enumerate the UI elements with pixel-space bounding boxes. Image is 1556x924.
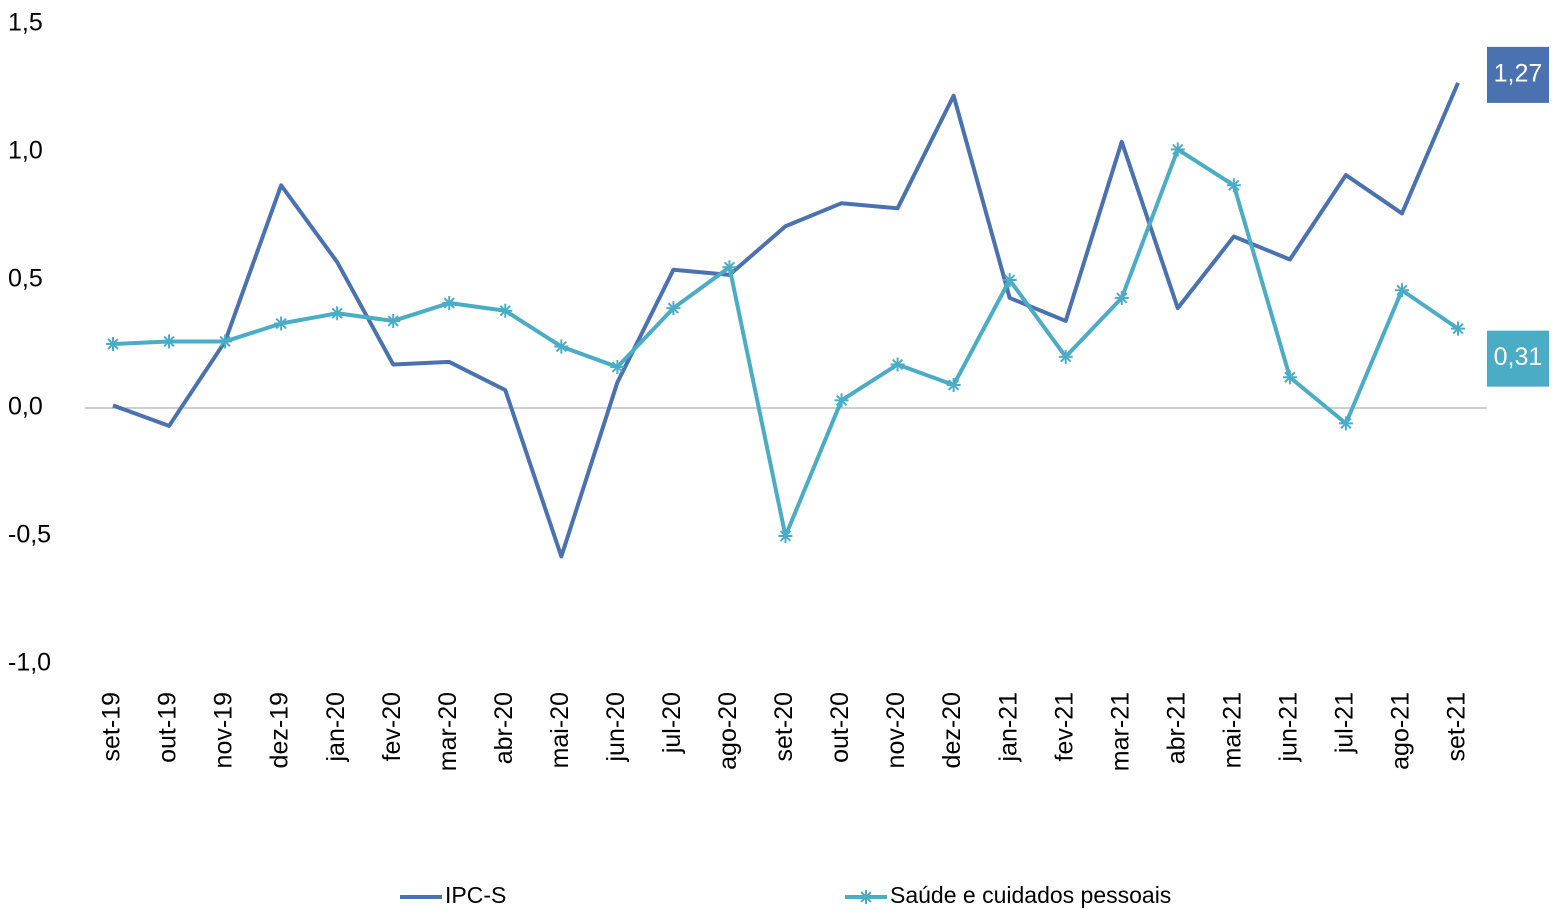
x-tick-label: abr-20 <box>490 692 518 764</box>
point-marker <box>666 301 681 316</box>
x-tick-label: jul-21 <box>1331 692 1359 754</box>
y-tick-label: -1,0 <box>8 649 51 677</box>
point-marker <box>890 357 905 372</box>
marker-stroke <box>275 317 287 330</box>
point-marker <box>1338 416 1353 431</box>
point-marker <box>778 529 793 543</box>
marker-stroke <box>1116 292 1128 304</box>
point-marker <box>1170 142 1185 157</box>
marker-stroke <box>1340 417 1352 429</box>
y-tick-label: 0,0 <box>8 393 43 421</box>
marker-stroke <box>331 307 343 319</box>
x-tick-label: set-19 <box>98 692 126 761</box>
x-tick-label: dez-19 <box>266 692 294 768</box>
x-tick-label: fev-21 <box>1050 692 1078 761</box>
x-tick-label: mar-21 <box>1106 692 1134 771</box>
marker-stroke <box>219 335 231 348</box>
marker-stroke <box>667 302 680 314</box>
x-tick-label: out-19 <box>154 692 182 763</box>
series-line <box>112 147 1460 538</box>
value-label: 0,31 <box>1494 343 1543 371</box>
x-tick-label: jan-20 <box>322 692 350 763</box>
x-tick-label: jul-20 <box>658 692 686 754</box>
marker-stroke <box>163 335 175 348</box>
marker-stroke <box>779 530 792 542</box>
marker-stroke <box>1452 323 1464 335</box>
value-label-box <box>1487 46 1549 103</box>
marker-stroke <box>611 361 623 373</box>
x-tick-label: mai-21 <box>1218 692 1246 768</box>
marker-stroke <box>1228 179 1240 191</box>
point-marker <box>1451 321 1465 336</box>
marker-stroke <box>1172 143 1184 156</box>
point-marker <box>1282 370 1297 385</box>
x-tick-label: set-20 <box>770 692 798 761</box>
x-tick-label: mar-20 <box>434 692 462 771</box>
marker-stroke <box>723 261 736 273</box>
point-marker <box>162 334 177 349</box>
x-tick-label: abr-21 <box>1162 692 1190 764</box>
point-marker <box>274 316 289 331</box>
marker-stroke <box>499 305 511 317</box>
point-marker <box>442 296 457 311</box>
point-marker <box>610 360 625 375</box>
x-tick-label: nov-20 <box>882 692 910 768</box>
point-marker <box>1002 273 1017 287</box>
x-tick-label: dez-20 <box>938 692 966 768</box>
point-marker <box>386 313 401 328</box>
marker-stroke <box>443 297 455 309</box>
marker-stroke <box>555 340 567 353</box>
point-marker <box>554 339 569 354</box>
marker-stroke <box>1284 371 1296 383</box>
marker-stroke <box>1396 284 1408 296</box>
legend-marker <box>859 890 873 904</box>
y-tick-label: 0,5 <box>8 265 43 293</box>
x-tick-label: ago-21 <box>1387 692 1415 770</box>
point-marker <box>330 306 345 321</box>
x-tick-label: jun-21 <box>1274 692 1302 763</box>
marker-stroke <box>1060 351 1072 363</box>
point-marker <box>1226 178 1241 193</box>
x-tick-label: jun-20 <box>602 692 630 763</box>
point-marker <box>722 260 737 275</box>
marker-stroke <box>891 358 904 371</box>
x-tick-label: jan-21 <box>994 692 1022 763</box>
x-tick-label: out-20 <box>826 692 854 763</box>
marker-stroke <box>107 338 119 350</box>
point-marker <box>1058 349 1073 364</box>
x-tick-label: ago-20 <box>714 692 742 770</box>
x-tick-label: set-21 <box>1443 692 1471 761</box>
point-marker <box>106 337 120 351</box>
marker-stroke <box>387 315 399 327</box>
marker-stroke <box>860 891 872 903</box>
marker-stroke <box>835 394 848 406</box>
point-marker <box>1394 283 1409 298</box>
x-tick-label: fev-20 <box>378 692 406 761</box>
point-marker <box>834 393 849 408</box>
series-line <box>112 82 1460 559</box>
marker-stroke <box>948 379 960 391</box>
value-label-box <box>1487 330 1549 387</box>
y-tick-label: 1,0 <box>8 137 43 165</box>
x-tick-label: nov-19 <box>210 692 238 768</box>
point-marker <box>218 334 233 349</box>
point-marker <box>498 303 513 318</box>
legend-label: IPC-S <box>445 882 506 908</box>
y-tick-label: -0,5 <box>8 521 51 549</box>
point-marker <box>1114 290 1129 305</box>
marker-stroke <box>1004 274 1016 286</box>
value-label: 1,27 <box>1494 59 1543 87</box>
x-tick-label: mai-20 <box>546 692 574 768</box>
y-tick-label: 1,5 <box>8 9 43 37</box>
legend-label: Saúde e cuidados pessoais <box>890 882 1171 908</box>
point-marker <box>946 377 961 392</box>
